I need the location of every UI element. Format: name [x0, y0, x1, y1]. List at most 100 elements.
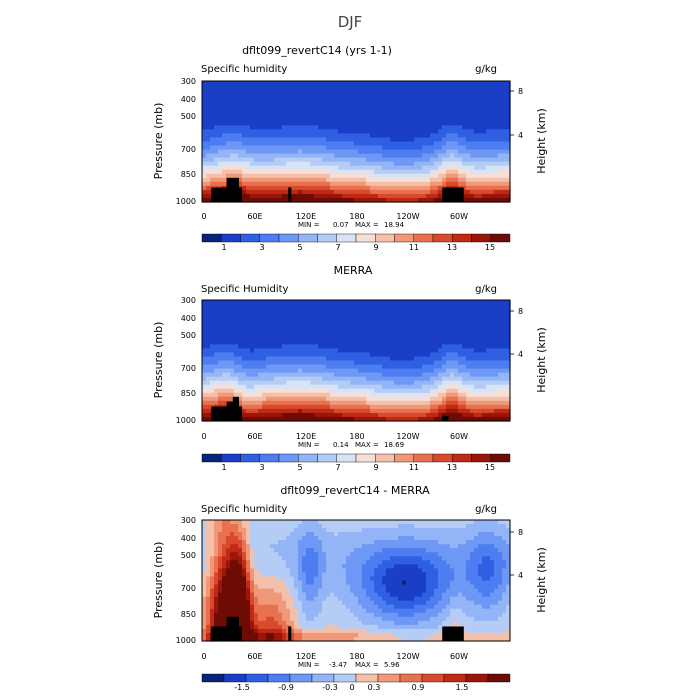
heatmap-cell — [270, 368, 275, 374]
heatmap-cell — [394, 137, 399, 143]
heatmap-cell — [338, 356, 343, 362]
heatmap-cell — [342, 400, 347, 406]
heatmap-cell — [366, 392, 371, 398]
heatmap-cell — [230, 324, 235, 329]
heatmap-cell — [362, 117, 367, 122]
heatmap-cell — [238, 388, 243, 394]
heatmap-cell — [446, 396, 451, 402]
heatmap-cell — [490, 304, 495, 309]
heatmap-cell — [498, 85, 503, 90]
heatmap-cell — [414, 356, 419, 362]
heatmap-cell — [418, 412, 423, 418]
heatmap-cell — [234, 125, 239, 130]
heatmap-cell — [290, 376, 295, 382]
heatmap-cell — [278, 348, 283, 354]
heatmap-cell — [290, 396, 295, 402]
heatmap-cell — [286, 105, 291, 110]
heatmap-cell — [226, 161, 231, 167]
heatmap-cell — [430, 165, 435, 171]
heatmap-cell — [378, 185, 383, 191]
heatmap-cell — [474, 324, 479, 329]
heatmap-cell — [502, 129, 507, 135]
heatmap-cell — [242, 352, 247, 358]
heatmap-cell — [234, 336, 239, 341]
heatmap-cell — [422, 320, 427, 325]
heatmap-cell — [350, 332, 355, 337]
heatmap-cell — [386, 384, 391, 390]
heatmap-cell — [450, 157, 455, 163]
heatmap-cell — [482, 416, 487, 422]
heatmap-cell — [454, 312, 459, 317]
heatmap-cell — [362, 105, 367, 110]
heatmap-cell — [278, 173, 283, 179]
heatmap-cell — [346, 416, 351, 422]
heatmap-cell — [446, 161, 451, 167]
heatmap-cell — [278, 332, 283, 337]
heatmap-cell — [370, 340, 375, 345]
heatmap-cell — [334, 348, 339, 354]
heatmap-cell — [362, 392, 367, 398]
heatmap-cell — [266, 169, 271, 175]
heatmap-cell — [214, 153, 219, 159]
heatmap-cell — [374, 193, 379, 199]
heatmap-cell — [350, 520, 355, 525]
heatmap-cell — [454, 336, 459, 341]
heatmap-cell — [438, 312, 443, 317]
heatmap-cell — [494, 133, 499, 139]
heatmap-cell — [410, 125, 415, 130]
heatmap-cell — [398, 113, 403, 118]
heatmap-cell — [430, 197, 435, 203]
heatmap-cell — [334, 137, 339, 143]
heatmap-cell — [278, 376, 283, 382]
heatmap-cell — [430, 189, 435, 195]
heatmap-cell — [462, 412, 467, 418]
heatmap-cell — [274, 169, 279, 175]
heatmap-cell — [378, 117, 383, 122]
heatmap-cell — [450, 324, 455, 329]
heatmap-cell — [346, 149, 351, 155]
heatmap-cell — [250, 400, 255, 406]
heatmap-cell — [326, 129, 331, 135]
heatmap-cell — [474, 93, 479, 98]
heatmap-cell — [490, 416, 495, 422]
heatmap-cell — [334, 85, 339, 90]
heatmap-cell — [366, 328, 371, 333]
heatmap-cell — [290, 129, 295, 135]
heatmap-cell — [358, 344, 363, 349]
heatmap-cell — [338, 316, 343, 321]
heatmap-cell — [354, 328, 359, 333]
heatmap-cell — [422, 133, 427, 139]
heatmap-cell — [482, 348, 487, 354]
heatmap-cell — [474, 173, 479, 179]
heatmap-cell — [358, 300, 363, 305]
heatmap-cell — [350, 189, 355, 195]
heatmap-cell — [426, 324, 431, 329]
heatmap-cell — [310, 316, 315, 321]
heatmap-cell — [270, 145, 275, 151]
heatmap-cell — [246, 137, 251, 143]
heatmap-cell — [386, 380, 391, 386]
heatmap-cell — [310, 137, 315, 143]
heatmap-cell — [478, 312, 483, 317]
heatmap-cell — [234, 85, 239, 90]
heatmap-cell — [434, 376, 439, 382]
heatmap-cell — [418, 408, 423, 414]
heatmap-cell — [254, 173, 259, 179]
heatmap-cell — [466, 109, 471, 114]
heatmap-cell — [238, 532, 243, 537]
heatmap-cell — [490, 368, 495, 374]
heatmap-cell — [262, 524, 267, 529]
heatmap-cell — [246, 97, 251, 102]
heatmap-cell — [270, 316, 275, 321]
heatmap-cell — [274, 340, 279, 345]
heatmap-cell — [490, 117, 495, 122]
heatmap-cell — [462, 89, 467, 94]
heatmap-cell — [262, 109, 267, 114]
heatmap-cell — [390, 109, 395, 114]
heatmap-cell — [398, 169, 403, 175]
heatmap-cell — [466, 161, 471, 167]
heatmap-cell — [398, 97, 403, 102]
heatmap-cell — [450, 356, 455, 362]
heatmap-cell — [306, 384, 311, 390]
colorbar-swatch — [471, 453, 491, 463]
